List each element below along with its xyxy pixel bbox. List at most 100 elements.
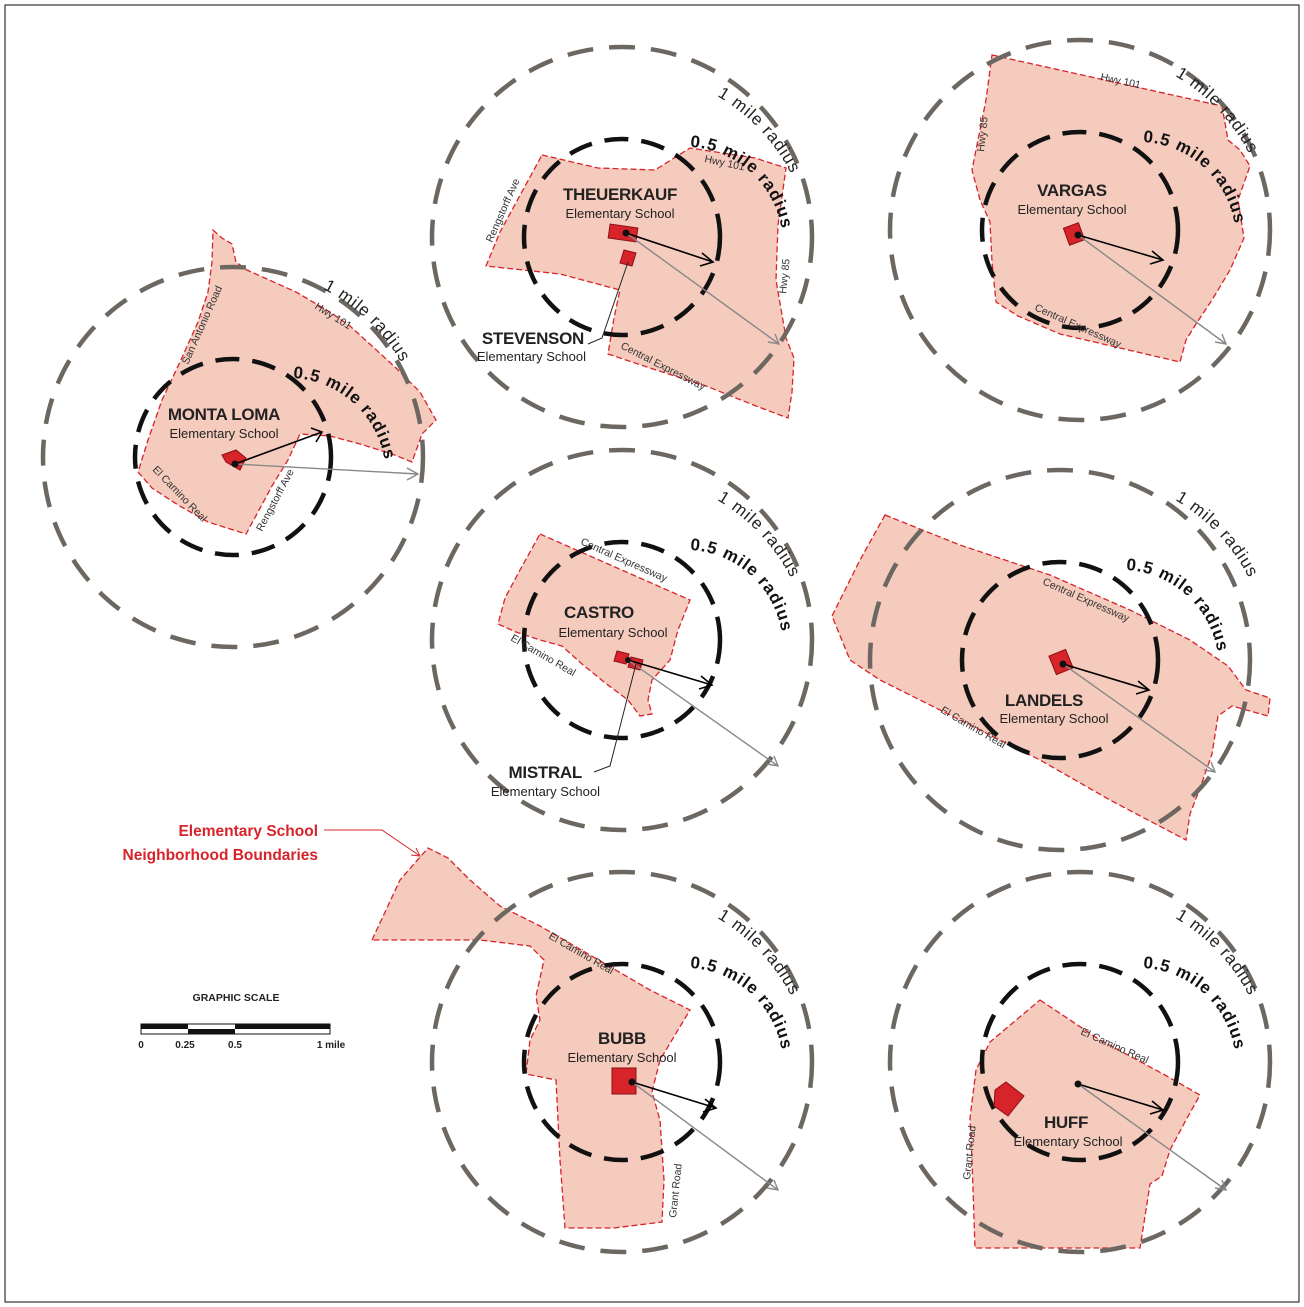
stevenson-name: STEVENSON: [482, 329, 584, 348]
scale-tick-025: 0.25: [175, 1040, 195, 1051]
castro-1mile-arrowhead: [766, 755, 780, 767]
vargas-1mile-arrow: [1077, 234, 1227, 345]
landels-halfmile-circle: [959, 559, 1161, 761]
castro-group: CASTRO Elementary School MISTRAL Element…: [429, 447, 815, 833]
castro-center-dot: [625, 657, 631, 663]
landels-1mile-label-path: 1 mile radius: [1173, 487, 1262, 580]
scale-tick-1mile: 1 mile: [317, 1040, 346, 1051]
monta-loma-name: MONTA LOMA: [168, 405, 280, 424]
theuerkauf-road-hwy85: Hwy 85: [777, 258, 793, 294]
mistral-school-site: [627, 656, 644, 671]
vargas-group: VARGAS Elementary School Hwy 101 Hwy 85 …: [887, 37, 1273, 423]
bubb-type: Elementary School: [567, 1050, 676, 1065]
theuerkauf-1mile-arrow: [625, 232, 780, 345]
legend-leader-line: [324, 829, 421, 857]
bubb-road-grant: Grant Road: [667, 1163, 685, 1218]
theuerkauf-group: THEUERKAUF Elementary School STEVENSON E…: [429, 44, 815, 430]
bubb-group: BUBB Elementary School El Camino Real Gr…: [370, 847, 815, 1255]
legend-leader-arrowhead: [410, 847, 421, 857]
mistral-leader-line: [593, 663, 637, 773]
vargas-halfmile-circle: [979, 129, 1181, 331]
theuerkauf-1mile-arrowhead: [767, 333, 781, 345]
huff-1mile-arrowhead: [1214, 1179, 1228, 1191]
huff-1mile-arrow: [1077, 1083, 1227, 1191]
scale-tick-05: 0.5: [228, 1040, 242, 1051]
huff-center-dot: [1074, 1080, 1082, 1088]
theuerkauf-center-dot: [622, 229, 630, 237]
landels-name: LANDELS: [1005, 691, 1083, 710]
monta-loma-type: Elementary School: [169, 426, 278, 441]
stevenson-school-site: [619, 249, 637, 267]
castro-name: CASTRO: [564, 603, 634, 622]
mistral-type: Elementary School: [491, 784, 600, 799]
bubb-1mile-circle: [429, 869, 815, 1255]
vargas-1mile-circle: [887, 37, 1273, 423]
castro-1mile-arrow: [627, 659, 779, 767]
vargas-halfmile-arrow: [1077, 234, 1164, 261]
boundary-legend: Elementary School Neighborhood Boundarie…: [123, 823, 421, 864]
vargas-school-site: [1062, 222, 1086, 246]
monta-loma-halfmile-arrow: [234, 431, 323, 465]
huff-group: HUFF Elementary School El Camino Real Gr…: [887, 869, 1273, 1255]
vargas-boundary: [971, 54, 1251, 363]
landels-1mile-arrow: [1062, 663, 1216, 773]
vargas-type: Elementary School: [1017, 202, 1126, 217]
huff-boundary: [969, 999, 1201, 1249]
bubb-halfmile-arrowhead: [702, 1098, 718, 1113]
monta-loma-halfmile-arrowhead: [310, 427, 324, 443]
monta-loma-group: MONTA LOMA Elementary School Hwy 101 San…: [40, 228, 437, 650]
huff-road-grant: Grant Road: [961, 1125, 979, 1180]
legend-line-1: Elementary School: [178, 823, 318, 840]
landels-halfmile-arrow: [1062, 663, 1150, 691]
scale-tick-0: 0: [138, 1040, 144, 1051]
theuerkauf-type: Elementary School: [565, 206, 674, 221]
stevenson-leader-line: [587, 261, 629, 345]
scale-segment-2: [188, 1029, 235, 1034]
bubb-1mile-arrowhead: [766, 1179, 780, 1191]
theuerkauf-halfmile-arrow: [625, 232, 714, 263]
huff-halfmile-arrowhead: [1149, 1100, 1165, 1115]
legend-line-2: Neighborhood Boundaries: [123, 847, 318, 864]
castro-1mile-circle: [429, 447, 815, 833]
huff-halfmile-arrow: [1077, 1083, 1164, 1111]
landels-1mile-arrowhead: [1203, 761, 1217, 773]
bubb-1mile-arrow: [631, 1081, 779, 1191]
theuerkauf-1mile-circle: [429, 44, 815, 430]
vargas-road-hwy85: Hwy 85: [975, 116, 991, 152]
bubb-halfmile-circle: [521, 961, 723, 1163]
castro-halfmile-arrowhead: [698, 675, 714, 690]
landels-halfmile-arrowhead: [1135, 680, 1151, 695]
landels-center-dot: [1059, 660, 1067, 668]
vargas-center-dot: [1074, 231, 1082, 239]
landels-type: Elementary School: [999, 711, 1108, 726]
scale-segment-1: [141, 1024, 188, 1029]
bubb-halfmile-arrow: [631, 1081, 717, 1109]
castro-halfmile-arrow: [627, 659, 713, 686]
bubb-center-dot: [628, 1078, 636, 1086]
bubb-boundary: [370, 847, 691, 1229]
landels-1mile-circle: [867, 467, 1253, 853]
huff-school-site: [993, 1081, 1025, 1117]
theuerkauf-halfmile-circle: [521, 136, 723, 338]
vargas-halfmile-arrowhead: [1149, 250, 1165, 265]
mistral-name: MISTRAL: [509, 763, 582, 782]
huff-type: Elementary School: [1013, 1134, 1122, 1149]
scale-title: GRAPHIC SCALE: [193, 992, 280, 1004]
vargas-name: VARGAS: [1037, 181, 1107, 200]
monta-loma-1mile-circle: [40, 264, 426, 650]
castro-type: Elementary School: [558, 625, 667, 640]
castro-halfmile-circle: [521, 539, 723, 741]
huff-halfmile-circle: [979, 961, 1181, 1163]
monta-loma-1mile-arrow: [234, 463, 419, 475]
scale-segment-3: [235, 1024, 330, 1029]
landels-group: LANDELS Elementary School Central Expres…: [831, 467, 1271, 853]
landels-1mile-label: 1 mile radius: [1173, 487, 1263, 580]
monta-loma-center-dot: [231, 460, 239, 468]
bubb-name: BUBB: [598, 1029, 646, 1048]
monta-loma-halfmile-circle: [132, 356, 334, 558]
huff-name: HUFF: [1044, 1113, 1088, 1132]
stevenson-type: Elementary School: [477, 349, 586, 364]
map-frame: [4, 4, 1300, 1303]
graphic-scale: GRAPHIC SCALE 0 0.25 0.5 1 mile: [138, 992, 345, 1051]
